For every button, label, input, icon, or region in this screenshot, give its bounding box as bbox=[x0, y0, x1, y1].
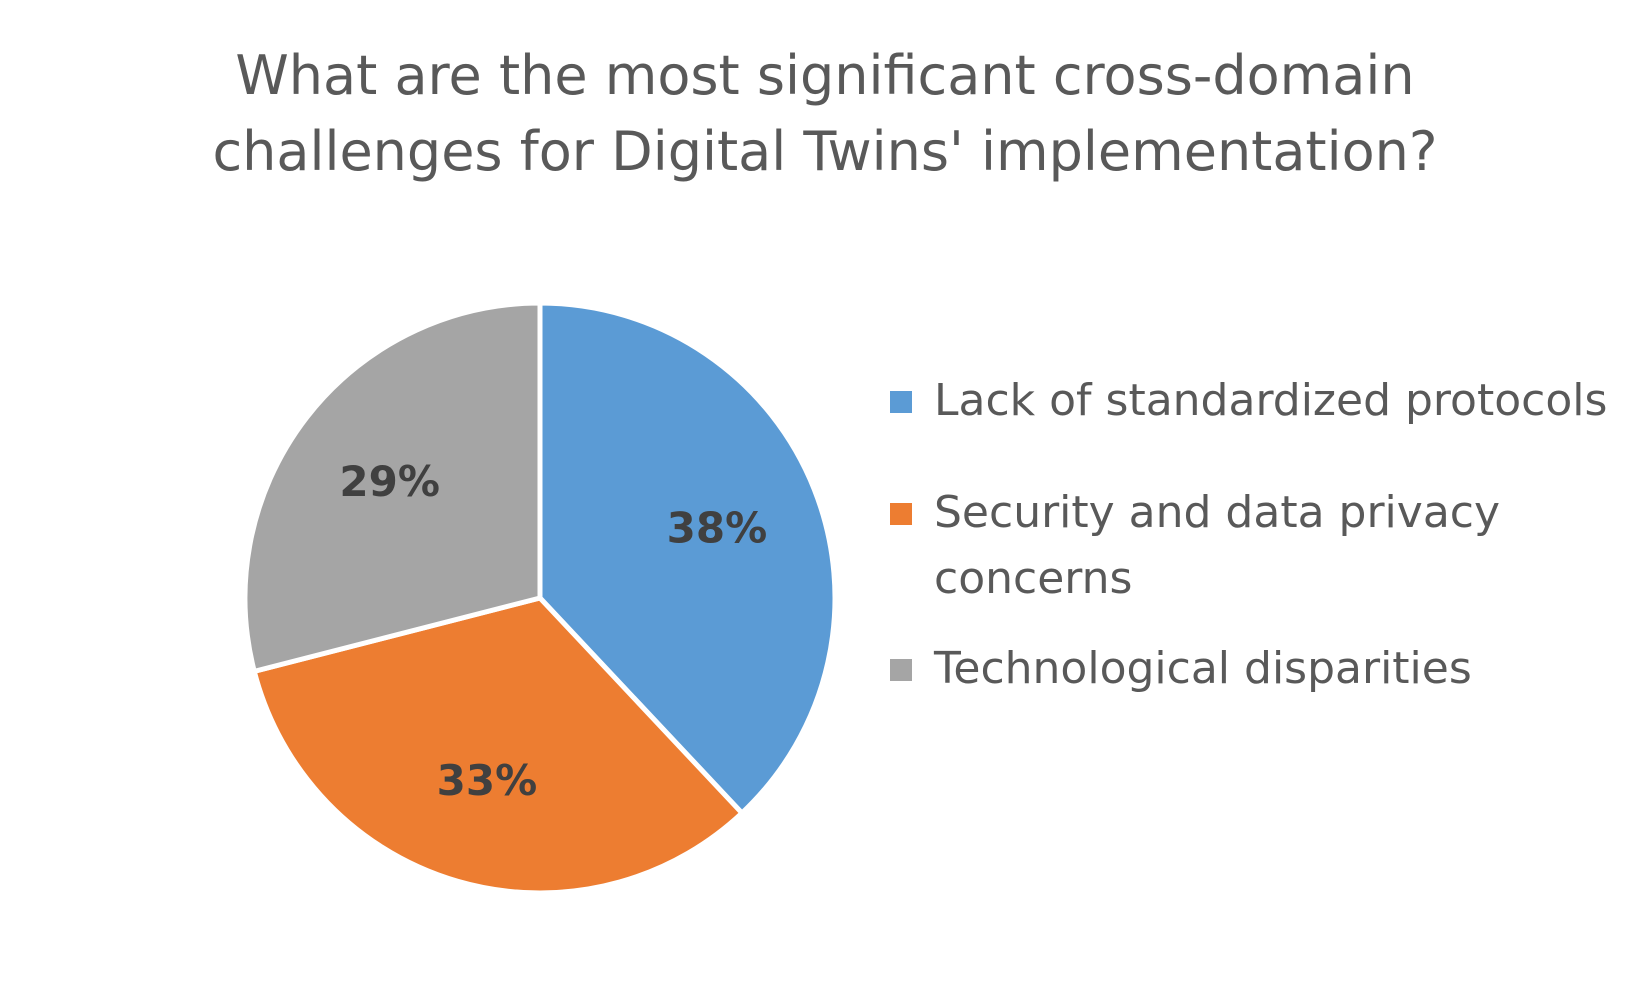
chart-title: What are the most significant cross-doma… bbox=[0, 38, 1650, 190]
pie-slice-lack-of-standardized-protocols bbox=[537, 300, 838, 816]
legend-swatch-orange bbox=[890, 503, 912, 525]
chart-legend: Lack of standardized protocols Security … bbox=[890, 368, 1630, 702]
legend-item-lack-of-standardized-protocols: Lack of standardized protocols bbox=[890, 368, 1630, 434]
pie-slice-security-and-data-privacy-concerns bbox=[251, 595, 745, 896]
legend-swatch-gray bbox=[890, 659, 912, 681]
legend-label: Technological disparities bbox=[934, 643, 1472, 694]
chart-title-line-2: challenges for Digital Twins' implementa… bbox=[212, 120, 1438, 183]
chart-title-line-1: What are the most significant cross-doma… bbox=[235, 44, 1415, 107]
legend-label-line-1: Security and data privacy bbox=[934, 487, 1501, 538]
pie-slice-technological-disparities bbox=[242, 300, 543, 674]
data-label-technological-disparities: 29% bbox=[339, 457, 440, 506]
legend-label: Lack of standardized protocols bbox=[934, 375, 1608, 426]
data-label-lack-of-standardized-protocols: 38% bbox=[667, 503, 768, 552]
legend-item-security-and-data-privacy-concerns: Security and data privacy concerns bbox=[890, 480, 1630, 612]
legend-item-technological-disparities: Technological disparities bbox=[890, 636, 1630, 702]
data-label-security-and-data-privacy-concerns: 33% bbox=[437, 756, 538, 805]
legend-label-line-2: concerns bbox=[934, 553, 1133, 604]
legend-swatch-blue bbox=[890, 391, 912, 413]
